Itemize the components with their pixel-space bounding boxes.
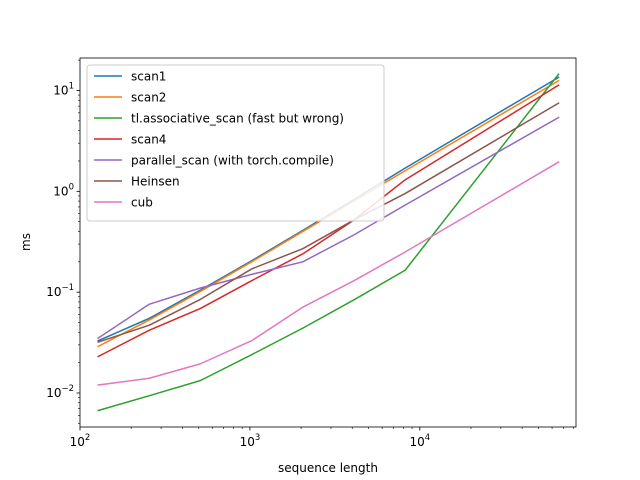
series-line-6 (97, 102, 560, 344)
series-line-2 (97, 79, 560, 348)
legend-entry: cub (131, 196, 153, 210)
legend-entry: scan2 (131, 91, 166, 105)
x-axis-label: sequence length (278, 461, 378, 475)
series-layer (97, 73, 560, 412)
legend-box (86, 64, 385, 222)
y-tick-label: 10−2 (46, 384, 74, 400)
y-axis-label: ms (19, 233, 33, 251)
series-line-4 (97, 84, 560, 358)
axes-layer: 102 103 104 10−2 10−1 100 101 (46, 59, 574, 449)
legend-entry: scan4 (131, 133, 166, 147)
legend-entry: parallel_scan (with torch.compile) (131, 154, 334, 168)
plot-frame (79, 57, 577, 428)
series-line-5 (97, 116, 560, 340)
y-tick-label: 101 (53, 81, 74, 97)
x-tick-label: 104 (409, 433, 430, 449)
series-line-7 (97, 161, 560, 386)
legend: scan1 scan2 tl.associative_scan (fast but … (86, 64, 385, 222)
y-tick-label: 10−1 (46, 283, 74, 299)
series-line-3 (97, 73, 560, 412)
legend-entry: Heinsen (131, 175, 180, 189)
y-tick-label: 100 (53, 182, 74, 198)
legend-entry: scan1 (131, 70, 166, 84)
x-tick-label: 102 (70, 433, 91, 449)
series-line-1 (97, 76, 560, 342)
legend-entry: tl.associative_scan (fast but wrong) (131, 112, 344, 126)
x-tick-label: 103 (240, 433, 261, 449)
